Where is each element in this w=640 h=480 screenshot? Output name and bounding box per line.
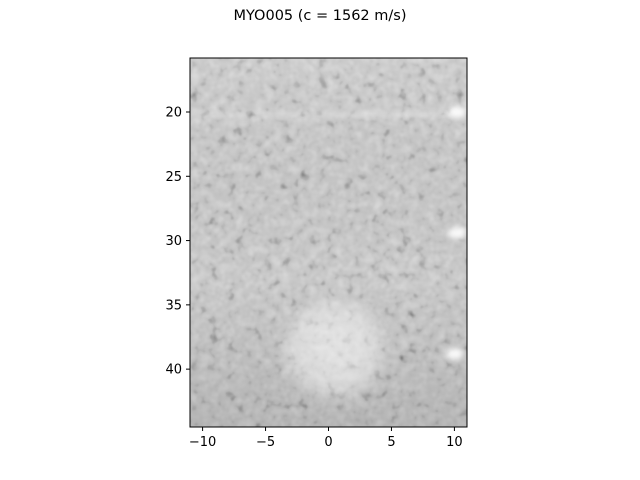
- y-axis: 20 25 30 35 40: [165, 106, 190, 378]
- x-tick-label: −10: [189, 435, 216, 450]
- y-tick-label: 20: [165, 106, 182, 121]
- ultrasound-image: [190, 58, 467, 427]
- x-tick-label: 10: [446, 435, 463, 450]
- wire-target: [447, 106, 466, 118]
- bright-inclusion: [279, 295, 391, 404]
- x-tick-label: −5: [256, 435, 275, 450]
- x-axis: −10 −5 0 5 10: [189, 427, 463, 450]
- horizontal-reflector: [190, 111, 467, 118]
- y-tick-label: 30: [165, 234, 182, 249]
- wire-target: [445, 347, 464, 360]
- x-tick-label: 5: [387, 435, 395, 450]
- wire-target: [447, 226, 466, 239]
- y-tick-label: 25: [165, 170, 182, 185]
- image-features: [190, 106, 467, 404]
- figure-title: MYO005 (c = 1562 m/s): [233, 8, 407, 24]
- x-tick-label: 0: [324, 435, 332, 450]
- y-tick-label: 40: [165, 363, 182, 378]
- y-tick-label: 35: [165, 298, 182, 313]
